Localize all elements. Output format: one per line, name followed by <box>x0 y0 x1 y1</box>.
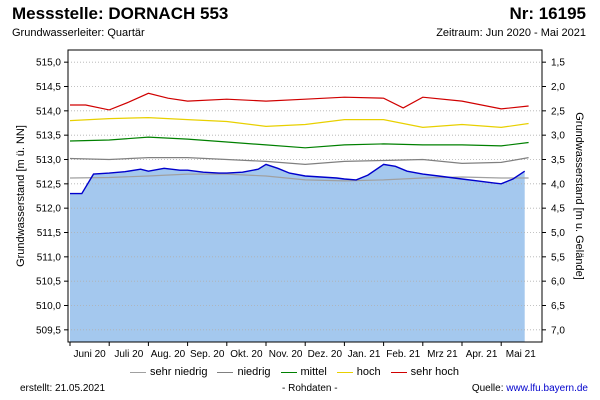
legend-swatch <box>280 371 297 373</box>
y-tick-label: 513,0 <box>36 155 61 166</box>
y-tick-label: 515,0 <box>36 58 61 69</box>
legend-item-sehr-niedrig: sehr niedrig <box>130 366 207 378</box>
y2-tick-label: 2,5 <box>551 106 565 117</box>
x-tick-label: Mai 21 <box>506 349 536 360</box>
series-line-hoch <box>69 116 529 129</box>
y-tick-label: 513,5 <box>36 131 61 142</box>
source-link[interactable]: www.lfu.bayern.de <box>506 383 588 394</box>
y-tick-label: 512,0 <box>36 204 61 215</box>
legend-label: hoch <box>356 366 381 378</box>
y2-tick-label: 3,0 <box>551 131 565 142</box>
legend-swatch <box>336 371 353 373</box>
legend-label: sehr niedrig <box>150 366 208 378</box>
y2-tick-label: 4,0 <box>551 179 565 190</box>
y2-tick-label: 2,0 <box>551 82 565 93</box>
y2-axis-label: Grundwasserstand [m u. Gelände] <box>573 112 585 280</box>
y2-tick-label: 3,5 <box>551 155 565 166</box>
aquifer-label: Grundwasserleiter: Quartär <box>12 27 145 39</box>
legend-item-mittel: mittel <box>280 366 327 378</box>
y-tick-label: 512,5 <box>36 179 61 190</box>
y2-tick-label: 1,5 <box>551 58 565 69</box>
series-line-messwerte <box>70 163 526 195</box>
x-tick-label: Juni 20 <box>73 349 106 360</box>
period-label: Zeitraum: Jun 2020 - Mai 2021 <box>436 27 586 39</box>
x-tick-label: Jan. 21 <box>348 349 381 360</box>
legend-label: sehr hoch <box>410 366 459 378</box>
legend-label: mittel <box>300 366 327 378</box>
y-axis-label: Grundwasserstand [m ü. NN] <box>15 125 27 267</box>
x-tick-label: Nov. 20 <box>269 349 303 360</box>
legend: sehr niedrig niedrig mittel hoch sehr ho… <box>130 366 459 378</box>
y-tick-label: 511,5 <box>37 228 62 239</box>
x-tick-label: Juli 20 <box>114 349 143 360</box>
y-tick-label: 514,0 <box>36 106 61 117</box>
x-tick-label: Dez. 20 <box>308 349 343 360</box>
legend-swatch <box>390 371 407 373</box>
y-tick-label: 514,5 <box>36 82 61 93</box>
series-line-mittel <box>69 136 529 149</box>
series-line-niedrig <box>69 157 529 166</box>
y2-tick-label: 7,0 <box>551 325 565 336</box>
legend-item-hoch: hoch <box>336 366 381 378</box>
legend-swatch <box>217 371 234 373</box>
legend-item-niedrig: niedrig <box>217 366 271 378</box>
y2-tick-label: 5,5 <box>551 252 565 263</box>
measured-fill <box>70 164 525 342</box>
y2-tick-label: 6,0 <box>551 277 565 288</box>
y2-tick-label: 4,5 <box>551 204 565 215</box>
station-number: Nr: 16195 <box>509 4 586 23</box>
rohdaten-label: - Rohdaten - <box>282 383 338 394</box>
created-date: erstellt: 21.05.2021 <box>20 383 106 394</box>
y-tick-label: 511,0 <box>37 252 62 263</box>
legend-item-sehr-hoch: sehr hoch <box>390 366 459 378</box>
x-tick-label: Aug. 20 <box>151 349 186 360</box>
x-tick-label: Feb. 21 <box>386 349 420 360</box>
x-tick-label: Sep. 20 <box>190 349 225 360</box>
y-tick-label: 509,5 <box>36 325 61 336</box>
source-label: Quelle: <box>471 383 507 394</box>
x-tick-label: Mrz 21 <box>427 349 458 360</box>
series-line-sehr-niedrig <box>69 173 529 182</box>
legend-swatch <box>130 371 146 373</box>
source: Quelle: www.lfu.bayern.de <box>472 383 588 394</box>
y-tick-label: 510,5 <box>36 277 61 288</box>
y2-tick-label: 5,0 <box>551 228 565 239</box>
x-tick-label: Okt. 20 <box>230 349 263 360</box>
x-tick-label: Apr. 21 <box>466 349 498 360</box>
y-tick-label: 510,0 <box>36 301 61 312</box>
y2-tick-label: 6,5 <box>551 301 565 312</box>
legend-label: niedrig <box>237 366 271 378</box>
page-title: Messstelle: DORNACH 553 <box>12 4 229 23</box>
series-line-sehr-hoch <box>70 92 529 111</box>
